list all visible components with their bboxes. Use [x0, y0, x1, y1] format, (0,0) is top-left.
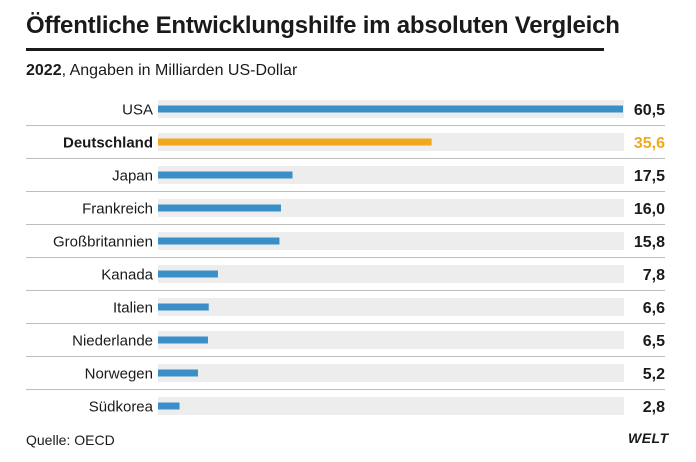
- bar-track: [158, 364, 624, 382]
- title-divider: [26, 48, 604, 51]
- value-label: 6,6: [643, 300, 665, 317]
- value-label: 7,8: [643, 267, 665, 284]
- value-label: 60,5: [634, 102, 665, 119]
- bar: [158, 336, 208, 344]
- chart-title: Öffentliche Entwicklungshilfe im absolut…: [26, 12, 620, 39]
- welt-logo: WELT: [628, 430, 669, 446]
- bar-track: [158, 298, 624, 316]
- bar-track: [158, 232, 624, 250]
- category-label: Deutschland: [63, 135, 153, 152]
- value-label: 15,8: [634, 234, 665, 251]
- subtitle-year: 2022: [26, 62, 62, 79]
- category-label: USA: [122, 102, 153, 119]
- value-label: 5,2: [643, 366, 665, 383]
- category-label: Niederlande: [72, 333, 153, 350]
- chart-subtitle: 2022, Angaben in Milliarden US-Dollar: [26, 62, 297, 80]
- value-label: 35,6: [634, 135, 665, 152]
- bar: [158, 204, 281, 212]
- bar-track: [158, 199, 624, 217]
- bar: [158, 369, 198, 377]
- value-label: 16,0: [634, 201, 665, 218]
- source-note: Quelle: OECD: [26, 432, 115, 448]
- bar-track: [158, 166, 624, 184]
- subtitle-unit: , Angaben in Milliarden US-Dollar: [61, 62, 298, 79]
- category-label: Südkorea: [89, 399, 154, 416]
- category-label: Großbritannien: [53, 234, 153, 251]
- bar-track: [158, 397, 624, 415]
- value-label: 17,5: [634, 168, 665, 185]
- bar: [158, 171, 293, 179]
- bar-track: [158, 331, 624, 349]
- category-label: Japan: [112, 168, 153, 185]
- category-label: Norwegen: [85, 366, 153, 383]
- bar: [158, 303, 209, 311]
- category-label: Italien: [113, 300, 153, 317]
- category-label: Kanada: [101, 267, 153, 284]
- category-label: Frankreich: [82, 201, 153, 218]
- bar: [158, 402, 180, 410]
- bar: [158, 138, 432, 146]
- bar: [158, 237, 280, 245]
- bar-track: [158, 265, 624, 283]
- value-label: 2,8: [643, 399, 665, 416]
- value-label: 6,5: [643, 333, 665, 350]
- bar: [158, 105, 623, 113]
- bar: [158, 270, 218, 278]
